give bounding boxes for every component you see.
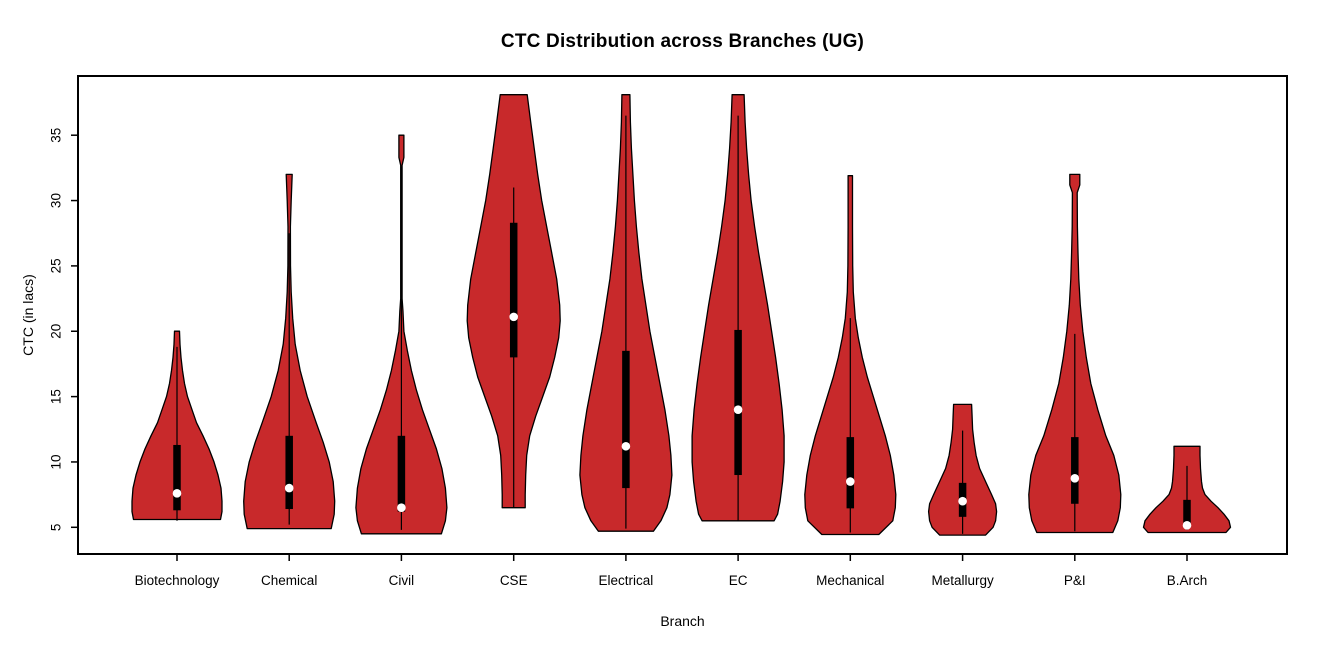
iqr-box-cse xyxy=(509,222,518,358)
x-axis-label: Branch xyxy=(660,613,705,629)
y-tick-label: 15 xyxy=(49,389,64,404)
x-tick-label: Mechanical xyxy=(816,573,884,588)
chart-title: CTC Distribution across Branches (UG) xyxy=(500,31,865,52)
median-dot-biotechnology xyxy=(172,489,182,498)
median-dot-p-i xyxy=(1070,473,1080,483)
plot-border xyxy=(77,75,1288,555)
x-tick-label: Civil xyxy=(389,573,415,588)
iqr-box-b-arch xyxy=(1183,499,1191,528)
median-dot-metallurgy xyxy=(958,496,967,506)
median-dot-b-arch xyxy=(1182,521,1192,530)
y-tick-label: 20 xyxy=(49,324,64,339)
y-tick-label: 10 xyxy=(49,454,64,469)
median-dot-cse xyxy=(509,312,518,322)
x-tick-label: P&I xyxy=(1064,573,1086,588)
iqr-box-ec xyxy=(734,329,742,476)
median-dot-chemical xyxy=(284,483,294,493)
x-tick-label: Electrical xyxy=(599,573,654,588)
x-tick-label: Chemical xyxy=(261,573,317,588)
x-tick-label: B.Arch xyxy=(1167,573,1208,588)
median-dot-ec xyxy=(733,405,743,414)
y-tick-label: 30 xyxy=(49,193,64,208)
x-tick-label: Biotechnology xyxy=(135,573,220,588)
median-dot-civil xyxy=(397,503,406,512)
median-dot-mechanical xyxy=(846,477,855,486)
iqr-box-electrical xyxy=(622,350,630,489)
y-tick-label: 5 xyxy=(49,524,64,532)
iqr-box-p-i xyxy=(1071,437,1079,504)
x-tick-label: CSE xyxy=(500,573,528,588)
iqr-box-mechanical xyxy=(846,437,855,509)
iqr-box-civil xyxy=(397,435,406,512)
y-tick-label: 25 xyxy=(49,258,64,273)
x-tick-label: EC xyxy=(729,573,748,588)
median-dot-electrical xyxy=(621,441,631,451)
iqr-box-chemical xyxy=(285,435,293,510)
x-tick-label: Metallurgy xyxy=(931,573,994,588)
y-tick-label: 35 xyxy=(49,128,64,143)
iqr-box-biotechnology xyxy=(173,444,181,511)
